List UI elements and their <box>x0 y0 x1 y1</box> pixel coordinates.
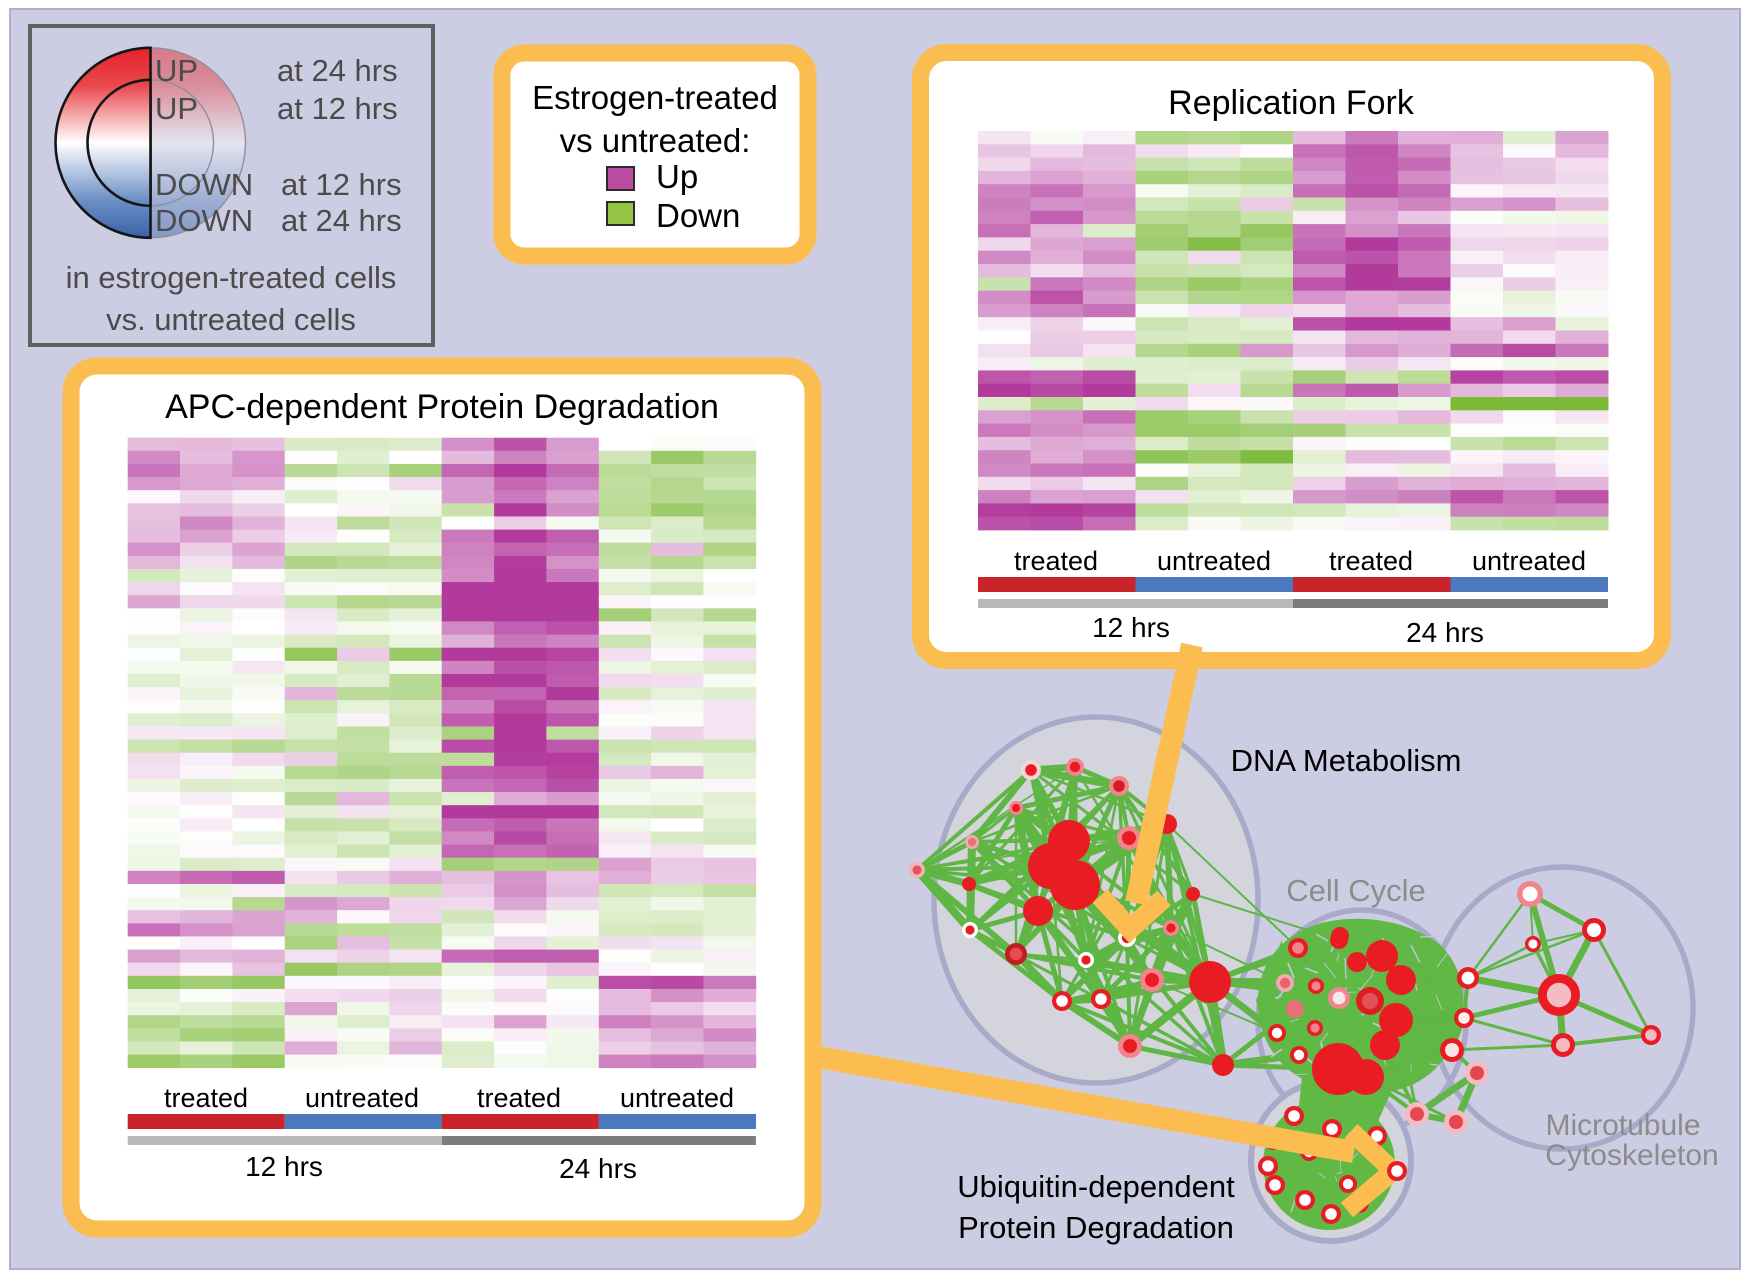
svg-text:Up: Up <box>656 158 698 195</box>
svg-text:12 hrs: 12 hrs <box>1092 612 1170 643</box>
svg-text:Down: Down <box>656 197 740 234</box>
svg-text:Ubiquitin-dependent: Ubiquitin-dependent <box>957 1169 1235 1204</box>
svg-text:untreated: untreated <box>305 1083 419 1113</box>
svg-text:APC-dependent Protein Degradat: APC-dependent Protein Degradation <box>165 388 719 426</box>
svg-text:12 hrs: 12 hrs <box>245 1151 323 1182</box>
svg-text:treated: treated <box>164 1083 248 1113</box>
svg-text:Protein Degradation: Protein Degradation <box>958 1210 1234 1245</box>
svg-text:at 24 hrs: at 24 hrs <box>277 53 398 88</box>
svg-text:UP: UP <box>155 91 198 126</box>
svg-text:at 12 hrs: at 12 hrs <box>277 91 398 126</box>
svg-text:Cytoskeleton: Cytoskeleton <box>1545 1139 1718 1172</box>
svg-text:DOWN: DOWN <box>155 167 253 202</box>
svg-text:untreated: untreated <box>1157 546 1271 576</box>
svg-text:at 24 hrs: at 24 hrs <box>281 203 402 238</box>
svg-text:Cell Cycle: Cell Cycle <box>1286 873 1426 908</box>
svg-text:treated: treated <box>1014 546 1098 576</box>
svg-text:24 hrs: 24 hrs <box>559 1153 637 1184</box>
svg-text:UP: UP <box>155 53 198 88</box>
svg-text:at 12 hrs: at 12 hrs <box>281 167 402 202</box>
svg-text:untreated: untreated <box>1472 546 1586 576</box>
svg-text:treated: treated <box>477 1083 561 1113</box>
svg-text:DNA Metabolism: DNA Metabolism <box>1231 743 1462 778</box>
svg-text:Estrogen-treated: Estrogen-treated <box>532 79 778 116</box>
svg-text:24 hrs: 24 hrs <box>1406 617 1484 648</box>
svg-text:in estrogen-treated cells: in estrogen-treated cells <box>66 260 397 295</box>
svg-text:vs. untreated cells: vs. untreated cells <box>106 302 356 337</box>
svg-text:Replication Fork: Replication Fork <box>1168 84 1415 122</box>
svg-text:Microtubule: Microtubule <box>1545 1109 1700 1142</box>
svg-text:untreated: untreated <box>620 1083 734 1113</box>
svg-text:treated: treated <box>1329 546 1413 576</box>
svg-text:vs untreated:: vs untreated: <box>560 122 751 159</box>
svg-text:DOWN: DOWN <box>155 203 253 238</box>
